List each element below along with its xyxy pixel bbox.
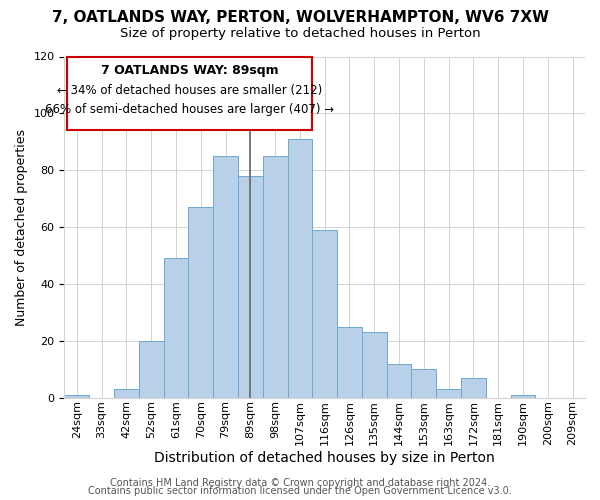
Bar <box>139 341 164 398</box>
Bar <box>114 389 139 398</box>
Y-axis label: Number of detached properties: Number of detached properties <box>15 128 28 326</box>
Bar <box>313 230 337 398</box>
Bar <box>362 332 386 398</box>
Text: 66% of semi-detached houses are larger (407) →: 66% of semi-detached houses are larger (… <box>45 104 334 117</box>
X-axis label: Distribution of detached houses by size in Perton: Distribution of detached houses by size … <box>154 451 495 465</box>
Bar <box>436 389 461 398</box>
FancyBboxPatch shape <box>67 56 313 130</box>
Text: 7, OATLANDS WAY, PERTON, WOLVERHAMPTON, WV6 7XW: 7, OATLANDS WAY, PERTON, WOLVERHAMPTON, … <box>52 10 548 25</box>
Bar <box>412 369 436 398</box>
Text: 7 OATLANDS WAY: 89sqm: 7 OATLANDS WAY: 89sqm <box>101 64 278 76</box>
Text: ← 34% of detached houses are smaller (212): ← 34% of detached houses are smaller (21… <box>57 84 322 96</box>
Bar <box>337 326 362 398</box>
Bar <box>164 258 188 398</box>
Bar <box>213 156 238 398</box>
Bar <box>287 139 313 398</box>
Text: Contains HM Land Registry data © Crown copyright and database right 2024.: Contains HM Land Registry data © Crown c… <box>110 478 490 488</box>
Bar <box>64 395 89 398</box>
Bar <box>238 176 263 398</box>
Bar <box>511 395 535 398</box>
Bar <box>386 364 412 398</box>
Bar <box>188 207 213 398</box>
Bar <box>461 378 486 398</box>
Text: Contains public sector information licensed under the Open Government Licence v3: Contains public sector information licen… <box>88 486 512 496</box>
Text: Size of property relative to detached houses in Perton: Size of property relative to detached ho… <box>119 28 481 40</box>
Bar <box>263 156 287 398</box>
